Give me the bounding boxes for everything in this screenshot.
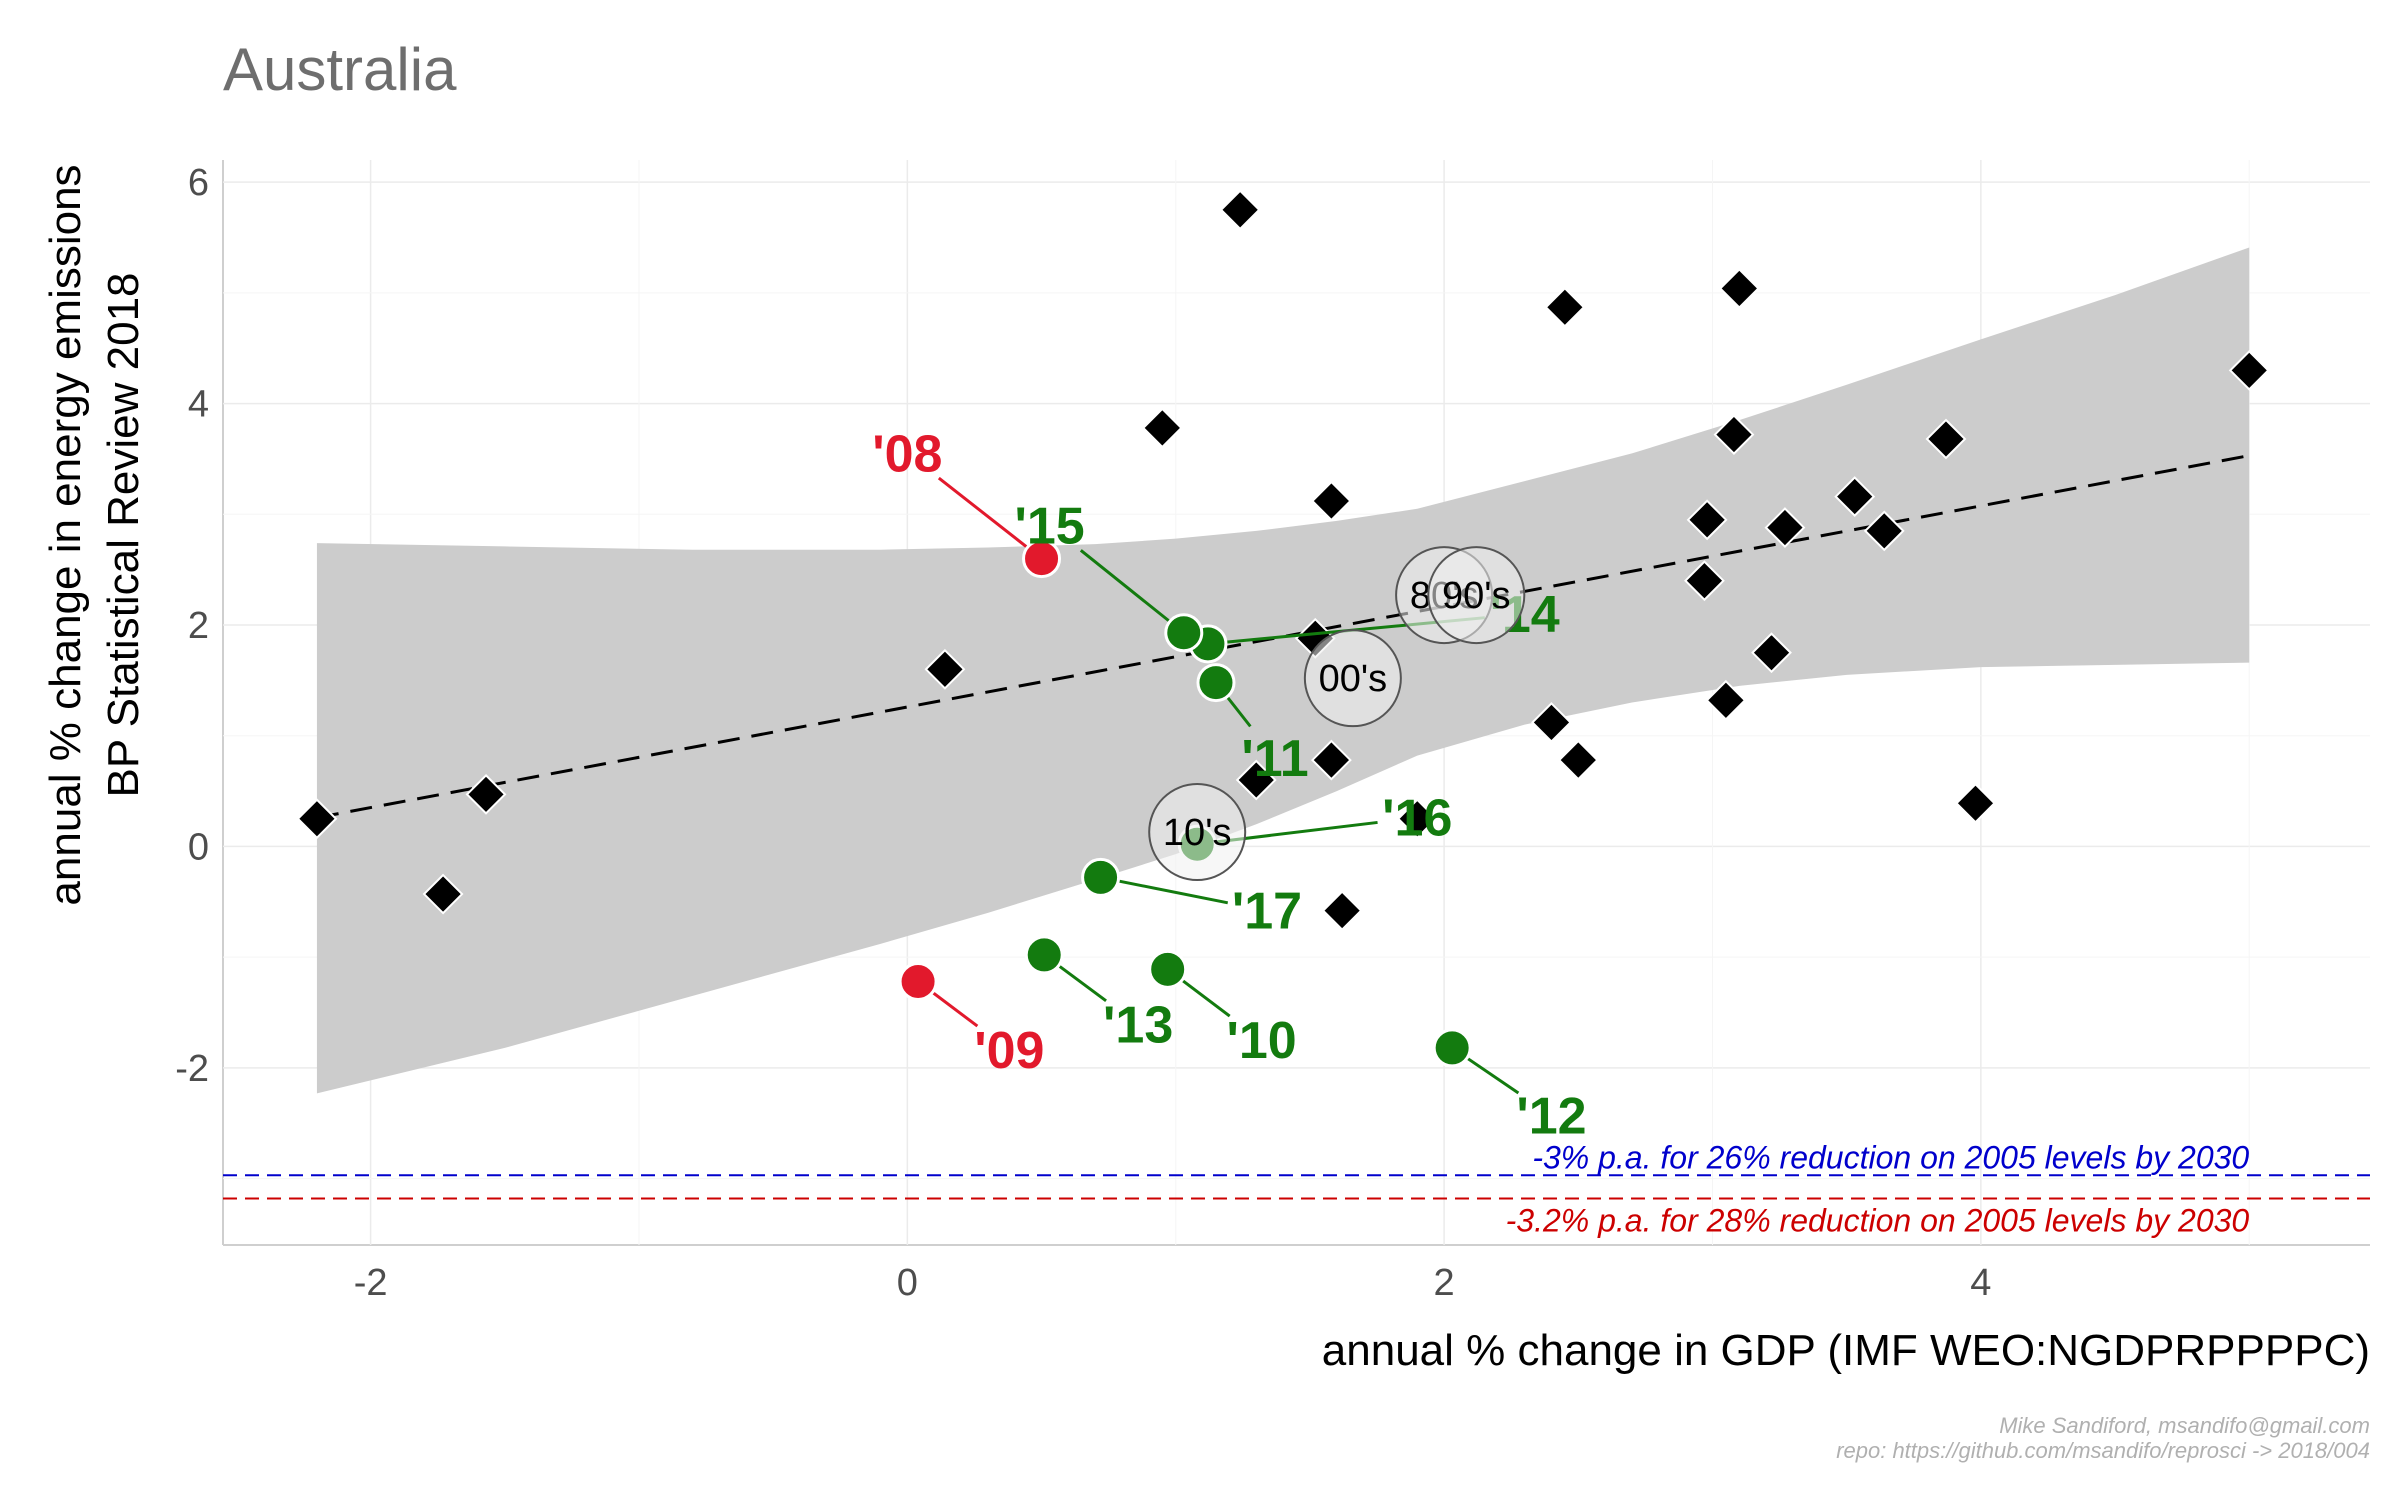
year-label: '16: [1382, 790, 1452, 848]
year-label: '11: [1241, 730, 1308, 788]
year-label: '17: [1232, 883, 1302, 941]
historical-point: [1751, 632, 1792, 674]
historical-point: [1863, 510, 1905, 552]
year-point: [898, 962, 938, 1001]
year-point: [1148, 949, 1188, 989]
y-tick-label: 4: [188, 384, 209, 426]
historical-point: [1834, 476, 1876, 517]
x-tick-label: 2: [1434, 1262, 1455, 1304]
year-label: '13: [1103, 997, 1173, 1055]
y-tick-label: 2: [188, 605, 209, 647]
historical-point: [1321, 890, 1363, 932]
historical-point: [1531, 702, 1572, 743]
year-point: [1024, 935, 1064, 975]
chart-title: Australia: [223, 36, 457, 103]
trend-line-group: [316, 454, 2250, 820]
year-label: '09: [974, 1022, 1044, 1080]
historical-point: [2228, 349, 2270, 391]
x-tick-label: 0: [897, 1262, 918, 1304]
decade-label: 00's: [1319, 658, 1388, 700]
historical-point: [1235, 759, 1277, 801]
y-axis-title: annual % change in energy emissions BP S…: [41, 164, 148, 905]
x-tick-label: -2: [354, 1262, 388, 1304]
decade-bubble: [1303, 629, 1402, 728]
y-axis-title-line-2: BP Statistical Review 2018: [99, 272, 148, 797]
confidence-band: [316, 247, 2250, 1094]
year-label: '12: [1516, 1087, 1586, 1145]
labeled-year-points: '08'09'10'11'12'13'14'15'16'17: [872, 425, 1586, 1145]
year-label: '10: [1227, 1012, 1297, 1070]
target-lines: -3% p.a. for 26% reduction on 2005 level…: [223, 1139, 2370, 1239]
historical-point: [924, 648, 966, 690]
historical-point: [296, 798, 338, 840]
y-tick-label: -2: [175, 1048, 209, 1090]
historical-point: [1718, 268, 1760, 309]
year-label: '08: [872, 425, 942, 483]
decade-bubble: [1427, 546, 1526, 645]
decade-bubble: [1148, 783, 1247, 882]
historical-point: [1544, 286, 1586, 328]
year-point: [1022, 539, 1062, 579]
decade-label: 10's: [1163, 812, 1232, 854]
year-leader-line: [1079, 549, 1185, 634]
x-axis-title: annual % change in GDP (IMF WEO:NGDPRPPP…: [1322, 1326, 2370, 1375]
y-axis-title-line-1: annual % change in energy emissions: [41, 164, 90, 905]
target-label: -3.2% p.a. for 28% reduction on 2005 lev…: [1506, 1203, 2250, 1239]
historical-point: [1219, 189, 1261, 231]
y-tick-label: 6: [188, 162, 209, 204]
year-label: '15: [1014, 497, 1084, 555]
confidence-band-area: [316, 247, 2250, 1094]
credit-repo: repo: https://github.com/msandifo/repros…: [1836, 1438, 2370, 1463]
year-leader-line: [937, 476, 1043, 560]
historical-point: [1141, 407, 1183, 449]
historical-point: [1310, 480, 1352, 522]
axis-ticks: -2 0 2 4 -2 0 2 4 6: [175, 162, 1991, 1304]
year-point: [1164, 613, 1204, 653]
historical-point: [1310, 739, 1352, 781]
historical-point: [1396, 798, 1438, 840]
year-point: [1081, 857, 1121, 897]
historical-point: [1713, 414, 1755, 455]
decade-means: 80's90's00's10's: [1148, 546, 1526, 882]
historical-point: [1925, 418, 1967, 460]
x-tick-label: 4: [1970, 1262, 1991, 1304]
historical-point: [1684, 560, 1725, 602]
year-point: [1196, 663, 1236, 703]
historical-point: [422, 873, 464, 915]
historical-points: [296, 189, 2270, 932]
credit-author: Mike Sandiford, msandifo@gmail.com: [1999, 1413, 2370, 1438]
historical-point: [1705, 679, 1747, 721]
trend-line: [316, 454, 2250, 820]
historical-point: [1557, 739, 1599, 781]
historical-point: [1764, 507, 1806, 548]
year-point: [1432, 1028, 1472, 1068]
target-label: -3% p.a. for 26% reduction on 2005 level…: [1532, 1139, 2249, 1175]
historical-point: [465, 773, 507, 815]
historical-point: [1686, 499, 1728, 541]
decade-label: 90's: [1442, 575, 1511, 617]
historical-point: [1955, 782, 1996, 824]
year-leader-line: [1100, 875, 1229, 905]
y-tick-label: 0: [188, 826, 209, 868]
